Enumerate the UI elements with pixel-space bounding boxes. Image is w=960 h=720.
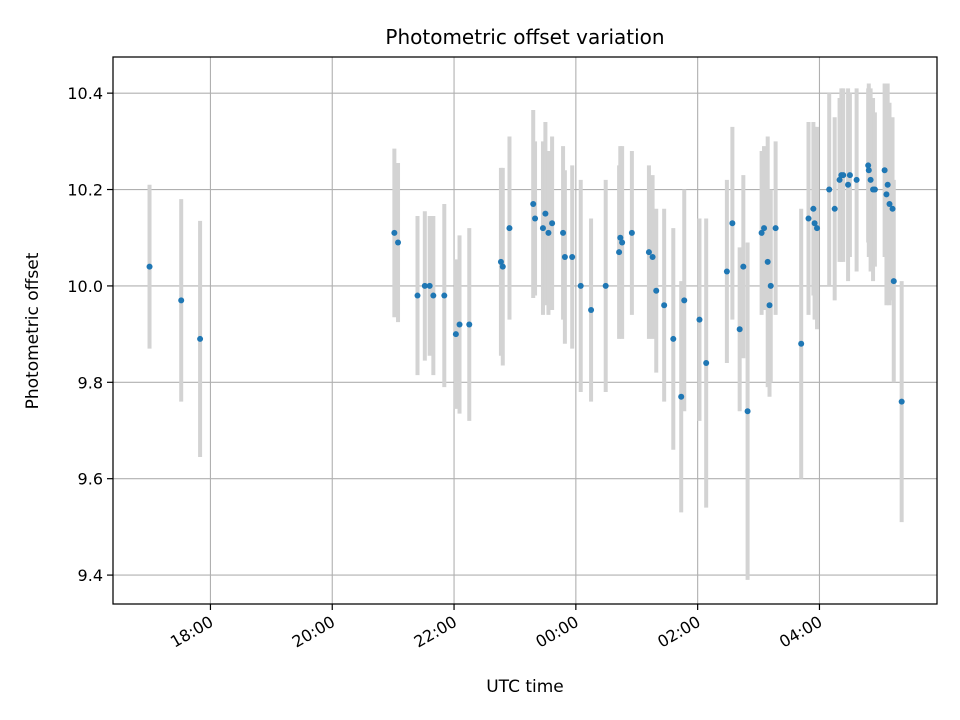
plot-frame <box>112 56 938 605</box>
data-point <box>840 172 847 179</box>
data-point <box>602 282 609 289</box>
data-point <box>831 205 838 212</box>
grid <box>113 57 937 604</box>
data-point <box>845 181 852 188</box>
data-point <box>853 176 860 183</box>
data-point <box>865 167 872 174</box>
data-point <box>456 321 463 328</box>
data-point <box>678 393 685 400</box>
data-point <box>867 176 874 183</box>
data-point <box>744 408 751 415</box>
data-point <box>506 225 513 232</box>
data-point <box>499 263 506 270</box>
data-point <box>146 263 153 270</box>
chart-title: Photometric offset variation <box>385 25 664 49</box>
data-point <box>810 205 817 212</box>
data-point <box>884 181 891 188</box>
data-point <box>628 229 635 236</box>
data-point <box>661 302 668 309</box>
data-point <box>616 249 623 256</box>
data-point <box>814 225 821 232</box>
x-axis-label: UTC time <box>486 677 564 697</box>
data-point <box>178 297 185 304</box>
data-point <box>549 220 556 227</box>
y-tick-label: 9.4 <box>78 566 103 585</box>
data-point <box>898 398 905 405</box>
data-point <box>740 263 747 270</box>
y-tick-label: 10.0 <box>67 277 103 296</box>
data-point <box>811 220 818 227</box>
data-point <box>426 282 433 289</box>
y-axis-label: Photometric offset <box>23 252 43 409</box>
data-point <box>836 176 843 183</box>
data-point <box>696 316 703 323</box>
data-point <box>883 191 890 198</box>
data-point <box>736 326 743 333</box>
y-tick-label: 9.8 <box>78 373 103 392</box>
data-point <box>561 254 568 261</box>
data-point <box>414 292 421 299</box>
data-point <box>681 297 688 304</box>
data-point <box>619 239 626 246</box>
data-point <box>886 200 893 207</box>
data-point <box>729 220 736 227</box>
data-point <box>881 167 888 174</box>
data-point <box>569 254 576 261</box>
data-point <box>430 292 437 299</box>
data-point <box>846 172 853 179</box>
data-point <box>798 340 805 347</box>
data-point <box>497 258 504 265</box>
data-point <box>391 229 398 236</box>
y-tick-label: 9.6 <box>78 470 103 489</box>
data-point <box>539 225 546 232</box>
data-point <box>805 215 812 222</box>
data-point <box>761 225 768 232</box>
data-point <box>588 307 595 314</box>
data-point <box>826 186 833 193</box>
data-point <box>758 229 765 236</box>
data-point <box>653 287 660 294</box>
data-point <box>865 162 872 169</box>
data-point <box>560 229 567 236</box>
data-point <box>452 331 459 338</box>
data-point <box>764 258 771 265</box>
data-point <box>723 268 730 275</box>
data-point <box>670 335 677 342</box>
data-point <box>617 234 624 241</box>
data-point <box>649 254 656 261</box>
data-point <box>466 321 473 328</box>
data-point <box>890 278 897 285</box>
data-point <box>703 360 710 367</box>
data-point <box>421 282 428 289</box>
data-point <box>530 200 537 207</box>
data-point <box>532 215 539 222</box>
data-point <box>772 225 779 232</box>
data-point <box>542 210 549 217</box>
data-points <box>146 162 905 415</box>
data-point <box>767 282 774 289</box>
data-point <box>197 335 204 342</box>
data-point <box>889 205 896 212</box>
data-point <box>577 282 584 289</box>
data-point <box>441 292 448 299</box>
data-point <box>395 239 402 246</box>
data-point <box>645 249 652 256</box>
data-point <box>545 229 552 236</box>
data-point <box>766 302 773 309</box>
y-tick-label: 10.2 <box>67 181 103 200</box>
data-point <box>871 186 878 193</box>
y-tick-label: 10.4 <box>67 84 103 103</box>
